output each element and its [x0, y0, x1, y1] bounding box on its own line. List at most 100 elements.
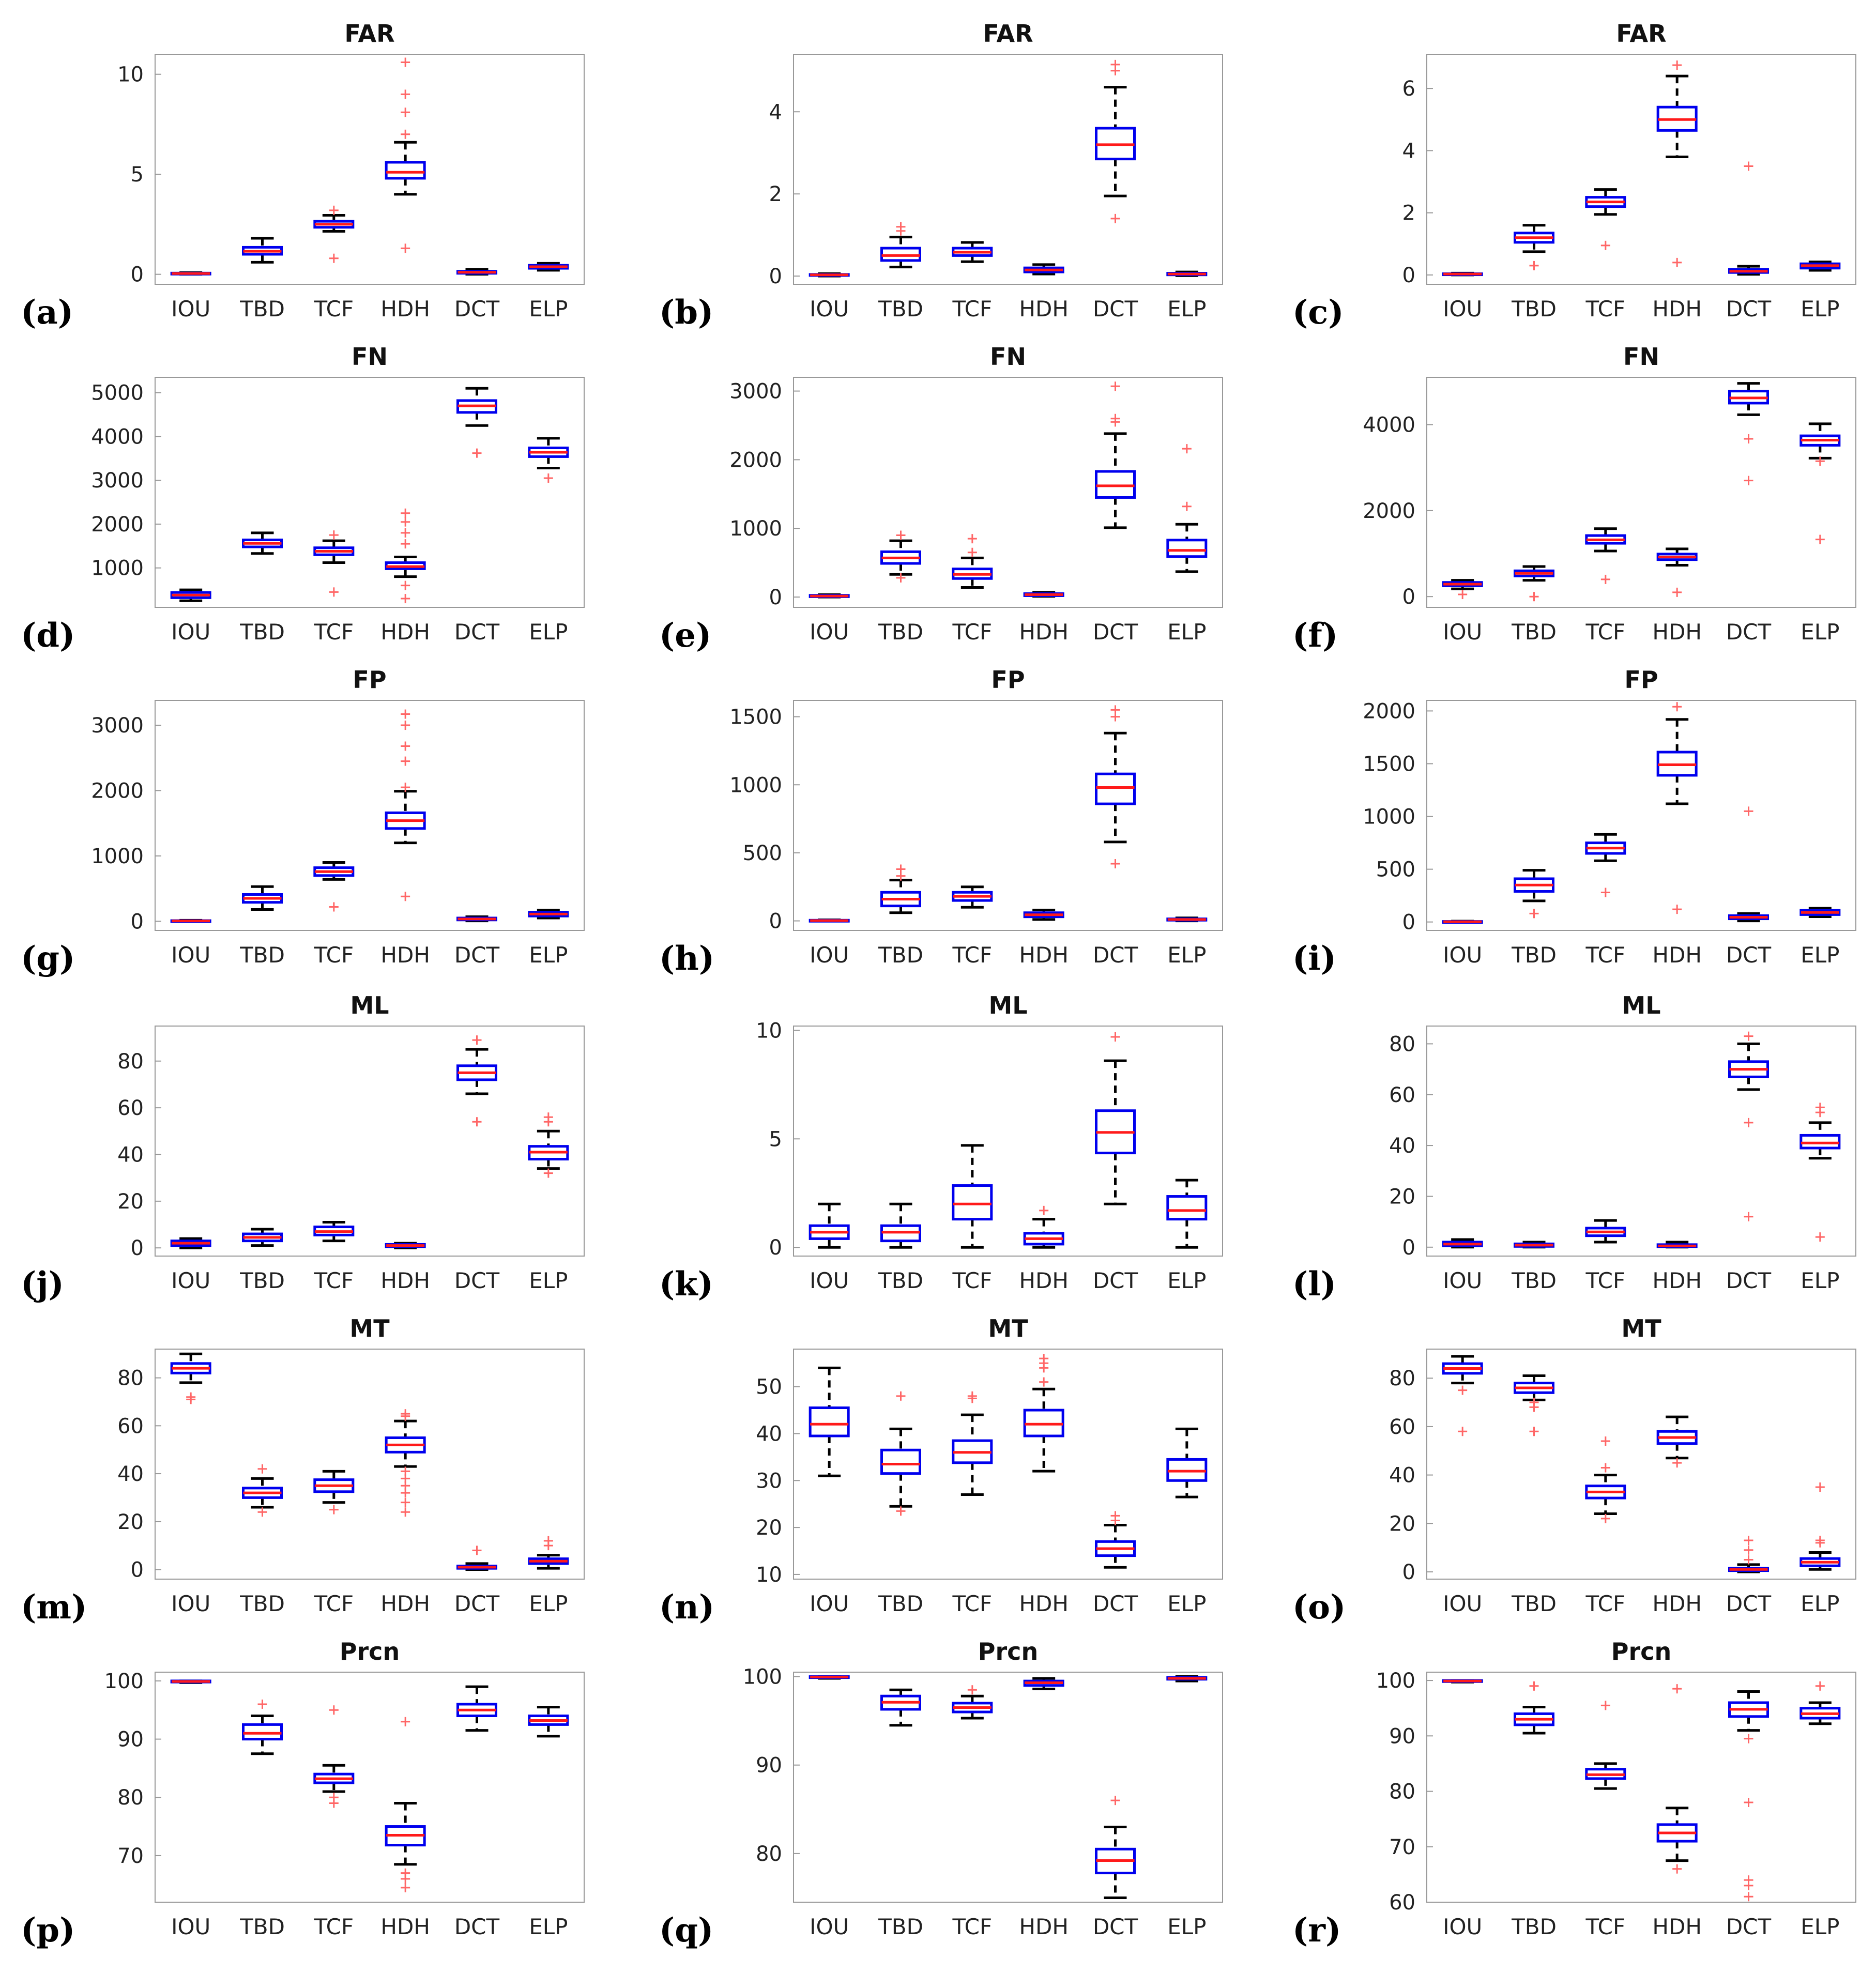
iqr-box	[385, 161, 426, 180]
outlier-marker	[401, 783, 410, 792]
panel-title: ML	[988, 991, 1027, 1019]
outlier-marker	[1110, 59, 1120, 69]
plot-frame	[155, 1349, 585, 1580]
outlier-marker	[543, 473, 553, 483]
box-tcf	[952, 1685, 993, 1720]
x-category-label: IOU	[1443, 619, 1482, 645]
y-tick-label: 0	[131, 263, 144, 287]
y-tick-label: 70	[117, 1844, 144, 1868]
x-category-label: IOU	[810, 1268, 849, 1293]
panel-label: (o)	[1292, 1588, 1346, 1627]
outlier-marker	[329, 1505, 339, 1515]
box-iou	[809, 1366, 850, 1477]
box-tbd	[880, 1688, 921, 1727]
outlier-marker	[967, 1391, 977, 1401]
outlier-marker	[472, 448, 482, 458]
outlier-marker	[1744, 1892, 1753, 1902]
box-dct	[1728, 161, 1769, 276]
box-hdh	[1023, 1205, 1064, 1249]
x-category-label: HDH	[1019, 1914, 1069, 1939]
y-tick-label: 3000	[91, 469, 144, 493]
x-category-label: TCF	[313, 1591, 354, 1616]
y-tick-label: 20	[117, 1510, 144, 1534]
x-category-label: TCF	[1585, 1914, 1625, 1939]
x-category-label: TBD	[878, 619, 923, 645]
outlier-marker	[1529, 1398, 1539, 1408]
outlier-marker	[896, 573, 906, 583]
box-dct	[456, 1035, 497, 1127]
x-category-label: TBD	[239, 1914, 285, 1939]
outlier-marker	[1182, 444, 1192, 454]
x-category-label: TCF	[952, 1268, 992, 1293]
plot-frame	[1426, 1349, 1856, 1580]
iqr-box	[1166, 539, 1208, 558]
y-tick-label: 100	[1376, 1669, 1415, 1693]
panel-label: (h)	[659, 939, 714, 978]
box-tcf	[313, 1220, 355, 1243]
outlier-marker	[1110, 381, 1120, 391]
box-tbd	[880, 530, 921, 583]
y-tick-label: 50	[756, 1375, 782, 1399]
panel-label: (k)	[659, 1265, 713, 1304]
outlier-marker	[543, 1536, 553, 1546]
panel-0: FAR (a) 0 5 10 IOU TBD TCF HDH DCT ELP	[21, 20, 585, 332]
outlier-marker	[257, 1464, 267, 1474]
box-tcf	[952, 241, 993, 263]
plot-frame	[1426, 1026, 1856, 1257]
x-category-label: IOU	[810, 1591, 849, 1616]
outlier-marker	[1458, 590, 1468, 600]
x-category-label: DCT	[454, 619, 500, 645]
panel-title: FAR	[983, 20, 1033, 48]
y-tick-label: 4	[769, 100, 782, 124]
outlier-marker	[1600, 1513, 1610, 1523]
box-iou	[170, 1237, 211, 1249]
outlier-marker	[401, 741, 410, 751]
box-tcf	[1585, 188, 1626, 250]
box-tcf	[313, 1705, 355, 1808]
y-tick-label: 20	[756, 1516, 782, 1540]
outlier-marker	[329, 530, 339, 540]
box-hdh	[1023, 591, 1064, 598]
outlier-marker	[1672, 1458, 1682, 1468]
y-tick-label: 6	[1402, 77, 1415, 101]
x-category-label: HDH	[380, 1591, 430, 1616]
box-tcf	[1585, 833, 1626, 897]
x-category-label: IOU	[1443, 1591, 1482, 1616]
y-tick-label: 0	[131, 910, 144, 934]
x-category-label: HDH	[380, 619, 430, 645]
x-category-label: IOU	[1443, 942, 1482, 968]
box-tbd	[242, 1228, 283, 1247]
box-tbd	[880, 1391, 921, 1516]
iqr-box	[880, 1448, 921, 1475]
outlier-marker	[1672, 257, 1682, 267]
y-tick-label: 80	[1389, 1780, 1415, 1804]
box-tcf	[952, 534, 993, 589]
y-tick-label: 40	[756, 1422, 782, 1446]
outlier-marker	[401, 539, 410, 549]
outlier-marker	[401, 528, 410, 538]
outlier-marker	[1744, 1536, 1753, 1546]
y-tick-label: 5000	[91, 381, 144, 405]
x-category-label: DCT	[1093, 942, 1138, 968]
x-category-label: ELP	[529, 296, 568, 322]
panel-title: FN	[1623, 343, 1659, 371]
panel-label: (r)	[1292, 1911, 1341, 1950]
box-elp	[1166, 1427, 1208, 1498]
x-category-label: HDH	[1652, 296, 1702, 322]
plot-frame	[155, 1026, 585, 1257]
box-iou	[809, 593, 850, 599]
y-tick-label: 0	[1402, 1236, 1415, 1260]
panel-11: ML (l) 0 20 40 60 80 IOU TBD TCF HDH DCT ELP	[1292, 991, 1856, 1304]
y-tick-label: 0	[769, 265, 782, 288]
x-category-label: TCF	[1585, 1268, 1625, 1293]
plot-frame	[793, 1672, 1223, 1903]
y-tick-label: 20	[1389, 1512, 1415, 1536]
y-tick-label: 10	[756, 1563, 782, 1587]
box-elp	[1799, 261, 1841, 272]
y-tick-label: 60	[1389, 1083, 1415, 1107]
y-tick-label: 10	[756, 1019, 782, 1043]
iqr-box	[1166, 1195, 1208, 1221]
outlier-marker	[401, 1497, 410, 1507]
box-elp	[1166, 916, 1208, 923]
